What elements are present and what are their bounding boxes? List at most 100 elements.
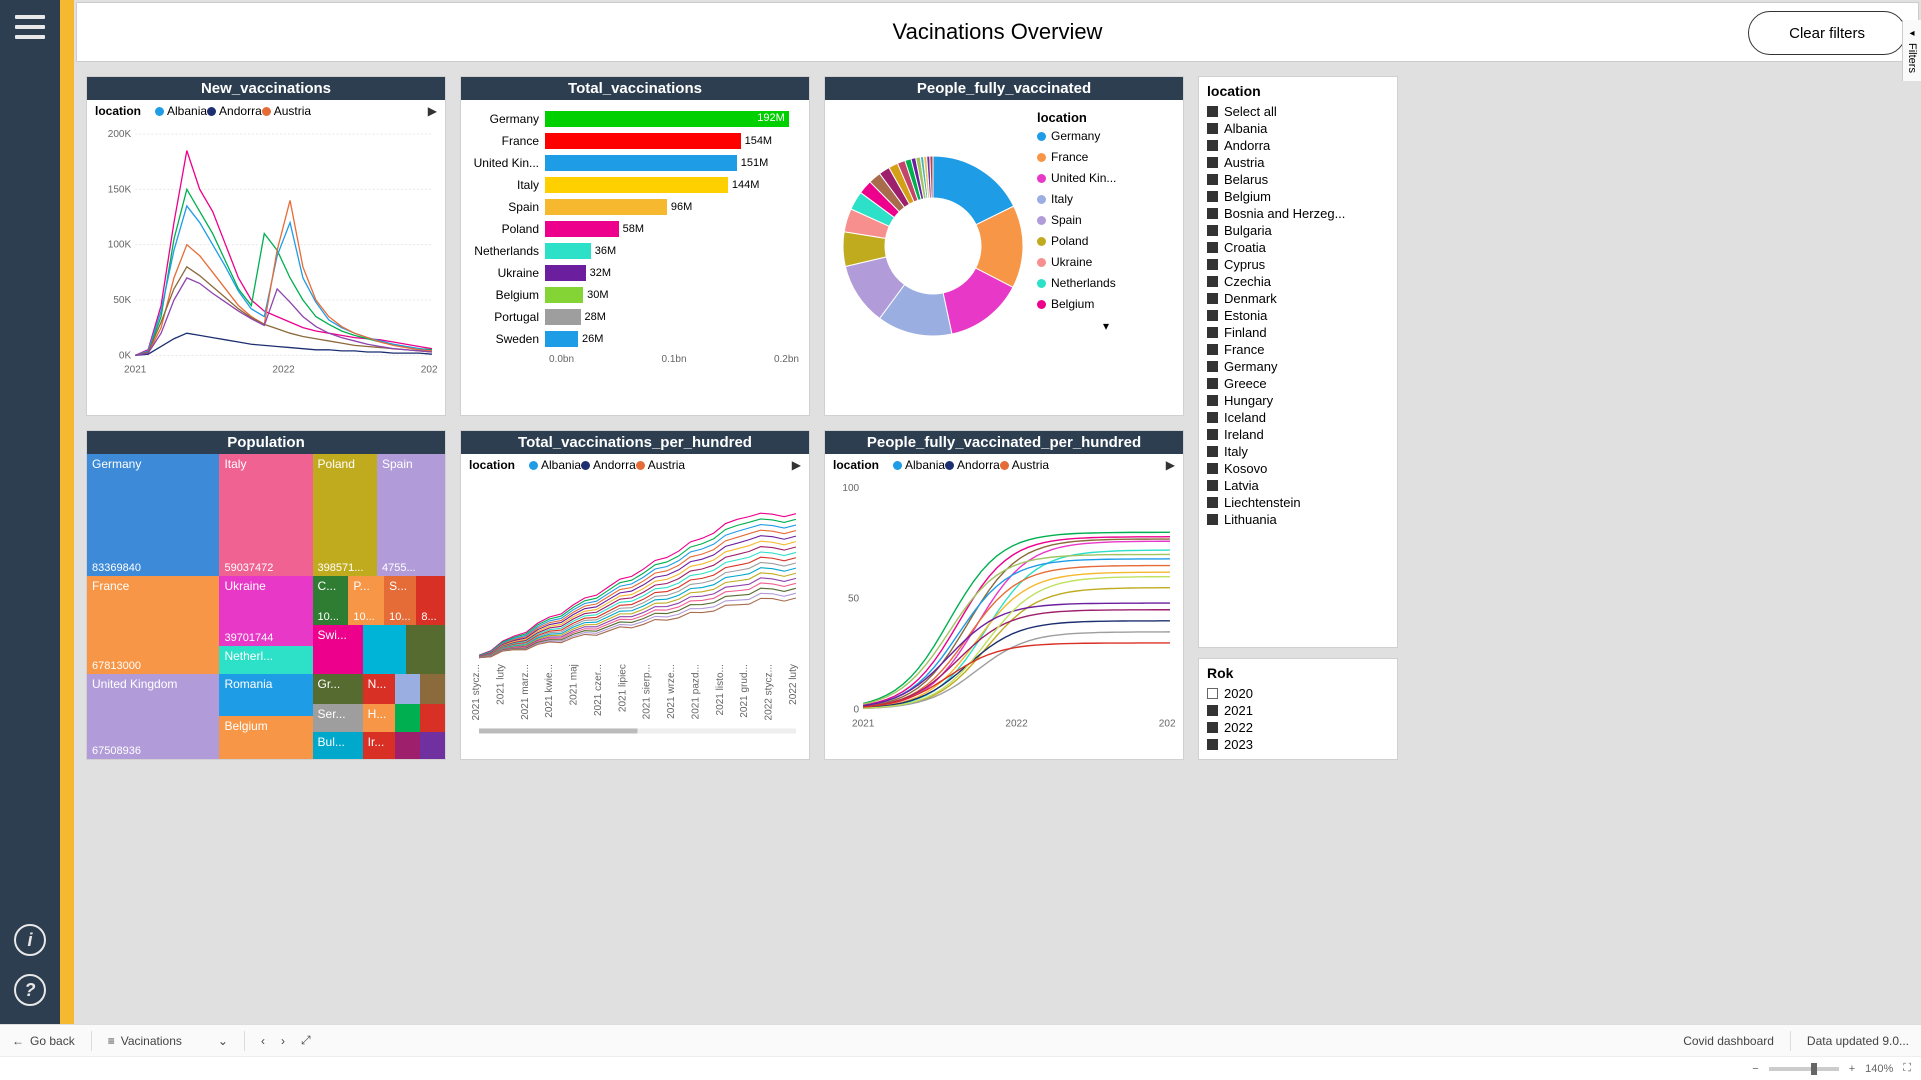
- filter-item[interactable]: Iceland: [1207, 409, 1389, 426]
- treemap-tile[interactable]: C...10...: [313, 576, 349, 625]
- legend-item[interactable]: Andorra: [207, 104, 262, 118]
- treemap-tile[interactable]: P...10...: [348, 576, 384, 625]
- nav-collapse-icon[interactable]: ⤢: [301, 1033, 311, 1048]
- bar-row[interactable]: Ukraine32M: [465, 262, 799, 284]
- legend-next-icon[interactable]: ▶: [1166, 458, 1175, 472]
- filter-item[interactable]: Estonia: [1207, 307, 1389, 324]
- legend-next-icon[interactable]: ▶: [428, 104, 437, 118]
- clear-filters-button[interactable]: Clear filters: [1748, 11, 1906, 55]
- info-icon[interactable]: i: [14, 924, 46, 956]
- filter-item[interactable]: Select all: [1207, 103, 1389, 120]
- filter-item[interactable]: Greece: [1207, 375, 1389, 392]
- filter-item[interactable]: Liechtenstein: [1207, 494, 1389, 511]
- treemap-tile[interactable]: [420, 732, 445, 759]
- legend-expand-icon[interactable]: ▾: [1037, 319, 1175, 333]
- filter-item[interactable]: 2020: [1207, 685, 1389, 702]
- bar-row[interactable]: Spain96M: [465, 196, 799, 218]
- bar-row[interactable]: Italy144M: [465, 174, 799, 196]
- legend-item[interactable]: France: [1037, 150, 1175, 164]
- treemap-tile[interactable]: Ser...: [313, 704, 363, 731]
- legend-item[interactable]: Austria: [262, 104, 311, 118]
- treemap-tile[interactable]: [363, 625, 406, 674]
- total-vaccinations-chart[interactable]: Germany192MFrance154MUnited Kin...151MIt…: [465, 108, 799, 350]
- page-selector[interactable]: ≡ Vacinations ⌄: [108, 1034, 228, 1048]
- treemap-tile[interactable]: Ukraine39701744: [219, 576, 312, 646]
- treemap-tile[interactable]: [395, 732, 420, 759]
- bar-row[interactable]: Portugal28M: [465, 306, 799, 328]
- treemap-tile[interactable]: Swi...: [313, 625, 363, 674]
- nav-next-icon[interactable]: ›: [281, 1034, 285, 1048]
- treemap-tile[interactable]: Poland398571...: [313, 454, 377, 576]
- bar-row[interactable]: Sweden26M: [465, 328, 799, 350]
- filter-item[interactable]: Hungary: [1207, 392, 1389, 409]
- treemap-tile[interactable]: N...: [363, 674, 395, 705]
- bar-row[interactable]: Poland58M: [465, 218, 799, 240]
- legend-item[interactable]: Andorra: [581, 458, 636, 472]
- bar-row[interactable]: United Kin...151M: [465, 152, 799, 174]
- legend-item[interactable]: Spain: [1037, 213, 1175, 227]
- legend-item[interactable]: United Kin...: [1037, 171, 1175, 185]
- treemap-tile[interactable]: Netherl...: [219, 646, 312, 673]
- filter-item[interactable]: Belgium: [1207, 188, 1389, 205]
- zoom-out-icon[interactable]: −: [1752, 1063, 1758, 1075]
- treemap-tile[interactable]: France67813000: [87, 576, 219, 674]
- treemap-tile[interactable]: [395, 674, 420, 705]
- legend-item[interactable]: Netherlands: [1037, 276, 1175, 290]
- fit-page-icon[interactable]: ⛶: [1903, 1062, 1911, 1075]
- legend-item[interactable]: Albania: [893, 458, 945, 472]
- treemap-tile[interactable]: Italy59037472: [219, 454, 312, 576]
- menu-icon[interactable]: [15, 15, 45, 39]
- treemap-tile[interactable]: United Kingdom67508936: [87, 674, 219, 759]
- treemap-tile[interactable]: Gr...: [313, 674, 363, 705]
- filter-item[interactable]: Italy: [1207, 443, 1389, 460]
- filter-item[interactable]: Czechia: [1207, 273, 1389, 290]
- filter-item[interactable]: 2022: [1207, 719, 1389, 736]
- legend-item[interactable]: Belgium: [1037, 297, 1175, 311]
- filter-item[interactable]: Lithuania: [1207, 511, 1389, 528]
- filter-item[interactable]: Ireland: [1207, 426, 1389, 443]
- treemap-tile[interactable]: Spain4755...: [377, 454, 445, 576]
- filter-item[interactable]: France: [1207, 341, 1389, 358]
- bar-row[interactable]: Belgium30M: [465, 284, 799, 306]
- filter-item[interactable]: Latvia: [1207, 477, 1389, 494]
- filter-item[interactable]: 2023: [1207, 736, 1389, 753]
- bar-row[interactable]: France154M: [465, 130, 799, 152]
- legend-item[interactable]: Germany: [1037, 129, 1175, 143]
- treemap-tile[interactable]: [395, 704, 420, 731]
- filter-item[interactable]: Kosovo: [1207, 460, 1389, 477]
- bar-row[interactable]: Germany192M: [465, 108, 799, 130]
- legend-item[interactable]: Andorra: [945, 458, 1000, 472]
- help-icon[interactable]: ?: [14, 974, 46, 1006]
- legend-item[interactable]: Austria: [1000, 458, 1049, 472]
- filter-item[interactable]: 2021: [1207, 702, 1389, 719]
- treemap-tile[interactable]: Ir...: [363, 732, 395, 759]
- filter-item[interactable]: Andorra: [1207, 137, 1389, 154]
- legend-item[interactable]: Italy: [1037, 192, 1175, 206]
- treemap-tile[interactable]: Bul...: [313, 732, 363, 759]
- filter-item[interactable]: Bosnia and Herzeg...: [1207, 205, 1389, 222]
- filter-item[interactable]: Denmark: [1207, 290, 1389, 307]
- legend-item[interactable]: Albania: [529, 458, 581, 472]
- filter-item[interactable]: Finland: [1207, 324, 1389, 341]
- filter-item[interactable]: Belarus: [1207, 171, 1389, 188]
- filters-tab[interactable]: Filters: [1902, 20, 1921, 81]
- filter-item[interactable]: Germany: [1207, 358, 1389, 375]
- filter-item[interactable]: Bulgaria: [1207, 222, 1389, 239]
- treemap-tile[interactable]: Romania: [219, 674, 312, 717]
- total-per-hundred-chart[interactable]: 2021 stycz...2021 luty2021 marz...2021 k…: [469, 483, 801, 735]
- legend-item[interactable]: Poland: [1037, 234, 1175, 248]
- legend-item[interactable]: Albania: [155, 104, 207, 118]
- treemap-tile[interactable]: H...: [363, 704, 395, 731]
- bar-row[interactable]: Netherlands36M: [465, 240, 799, 262]
- filter-item[interactable]: Albania: [1207, 120, 1389, 137]
- legend-item[interactable]: Austria: [636, 458, 685, 472]
- filter-item[interactable]: Cyprus: [1207, 256, 1389, 273]
- population-treemap[interactable]: Germany83369840Italy59037472Poland398571…: [87, 454, 445, 759]
- fully-per-hundred-chart[interactable]: 100500202120222023: [833, 483, 1175, 734]
- treemap-tile[interactable]: Belgium: [219, 716, 312, 759]
- zoom-slider[interactable]: [1769, 1067, 1839, 1071]
- new-vaccinations-chart[interactable]: 200K150K100K50K0K202120222023: [95, 129, 437, 380]
- filter-item[interactable]: Croatia: [1207, 239, 1389, 256]
- treemap-tile[interactable]: 8...: [416, 576, 445, 625]
- treemap-tile[interactable]: [420, 704, 445, 731]
